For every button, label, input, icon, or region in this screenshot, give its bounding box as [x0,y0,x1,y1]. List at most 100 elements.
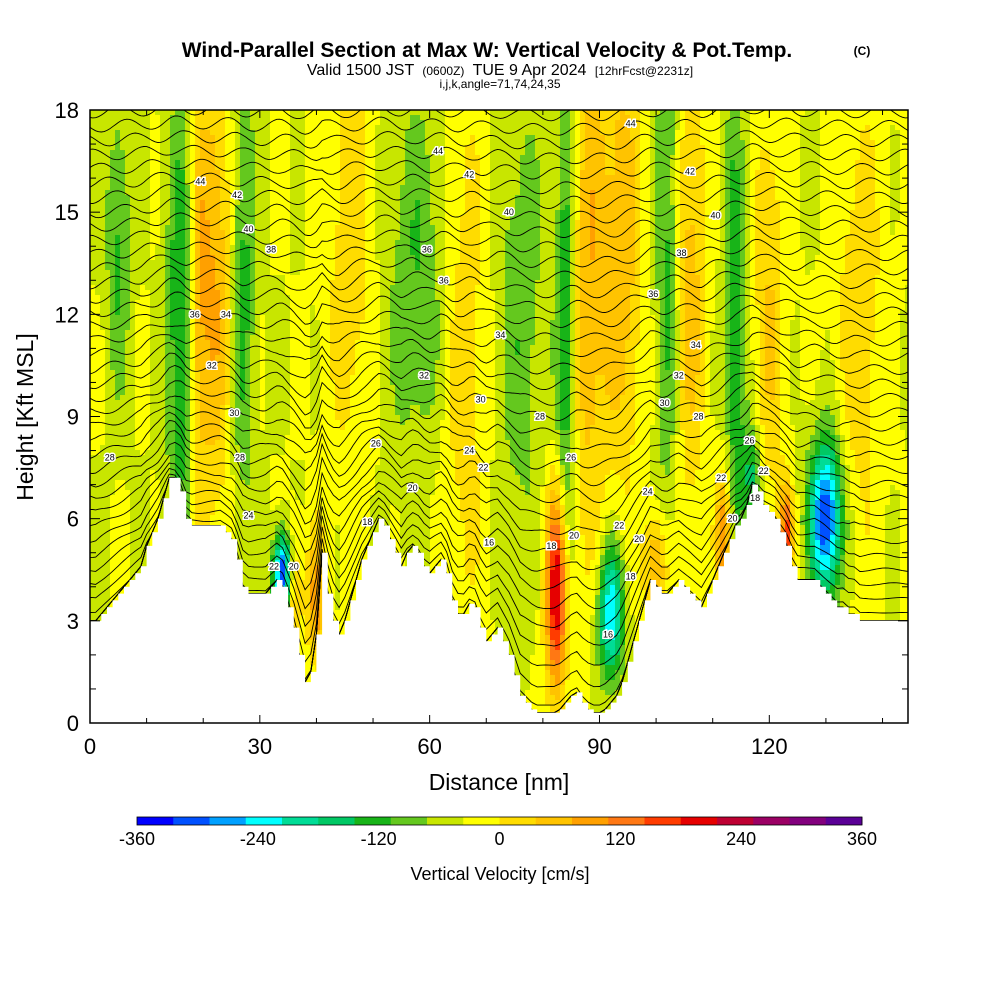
velocity-cell [95,160,101,166]
velocity-cell [245,400,251,406]
velocity-cell [250,340,256,346]
velocity-cell [250,505,256,511]
velocity-cell [100,435,106,441]
velocity-cell [255,355,261,361]
velocity-cell [250,180,256,186]
velocity-cell [140,335,146,341]
velocity-cell [105,200,111,206]
velocity-cell [175,355,181,361]
velocity-cell [140,160,146,166]
velocity-cell [120,380,126,386]
velocity-cell [180,440,186,446]
velocity-cell [240,190,246,196]
velocity-cell [145,340,151,346]
velocity-cell [90,315,96,321]
velocity-cell [115,250,121,256]
velocity-cell [130,110,136,116]
velocity-cell [120,455,126,461]
velocity-cell [150,435,156,441]
velocity-cell [180,375,186,381]
velocity-cell [235,390,241,396]
velocity-cell [270,160,276,166]
velocity-cell [220,410,226,416]
velocity-cell [260,425,266,431]
velocity-cell [105,400,111,406]
velocity-cell [275,260,281,266]
velocity-cell [150,355,156,361]
velocity-cell [185,420,191,426]
velocity-cell [130,135,136,141]
velocity-cell [255,310,261,316]
velocity-cell [115,445,121,451]
velocity-cell [290,160,296,166]
velocity-cell [150,325,156,331]
velocity-cell [215,225,221,231]
velocity-cell [100,140,106,146]
velocity-cell [290,430,296,436]
velocity-cell [120,375,126,381]
velocity-cell [115,330,121,336]
velocity-cell [125,245,131,251]
velocity-cell [270,480,276,486]
velocity-cell [290,370,296,376]
velocity-cell [180,245,186,251]
velocity-cell [145,235,151,241]
velocity-cell [160,155,166,161]
velocity-cell [175,375,181,381]
velocity-cell [280,410,286,416]
velocity-cell [280,385,286,391]
velocity-cell [150,450,156,456]
velocity-cell [180,365,186,371]
velocity-cell [120,245,126,251]
velocity-cell [235,435,241,441]
velocity-cell [265,235,271,241]
velocity-cell [235,180,241,186]
velocity-cell [285,530,291,536]
velocity-cell [150,275,156,281]
velocity-cell [155,115,161,121]
velocity-cell [135,525,141,531]
velocity-cell [215,440,221,446]
velocity-cell [90,405,96,411]
velocity-cell [205,330,211,336]
velocity-cell [215,350,221,356]
velocity-cell [150,470,156,476]
velocity-cell [230,380,236,386]
velocity-cell [205,130,211,136]
velocity-cell [140,205,146,211]
velocity-cell [275,285,281,291]
velocity-cell [215,205,221,211]
velocity-cell [180,140,186,146]
velocity-cell [270,425,276,431]
velocity-cell [165,325,171,331]
velocity-cell [275,185,281,191]
velocity-cell [90,455,96,461]
velocity-cell [245,335,251,341]
velocity-cell [200,340,206,346]
velocity-cell [135,270,141,276]
velocity-cell [230,325,236,331]
velocity-cell [265,145,271,151]
velocity-cell [165,415,171,421]
velocity-cell [175,335,181,341]
velocity-cell [95,185,101,191]
velocity-cell [235,285,241,291]
velocity-cell [135,350,141,356]
velocity-cell [105,465,111,471]
velocity-cell [255,110,261,116]
velocity-cell [135,445,141,451]
velocity-cell [265,545,271,551]
velocity-cell [110,495,116,501]
velocity-cell [135,235,141,241]
velocity-cell [95,550,101,556]
velocity-cell [155,200,161,206]
velocity-cell [235,260,241,266]
velocity-cell [135,490,141,496]
velocity-cell [230,245,236,251]
velocity-cell [115,195,121,201]
velocity-cell [220,455,226,461]
velocity-cell [140,290,146,296]
velocity-cell [250,205,256,211]
velocity-cell [100,565,106,571]
velocity-cell [285,260,291,266]
